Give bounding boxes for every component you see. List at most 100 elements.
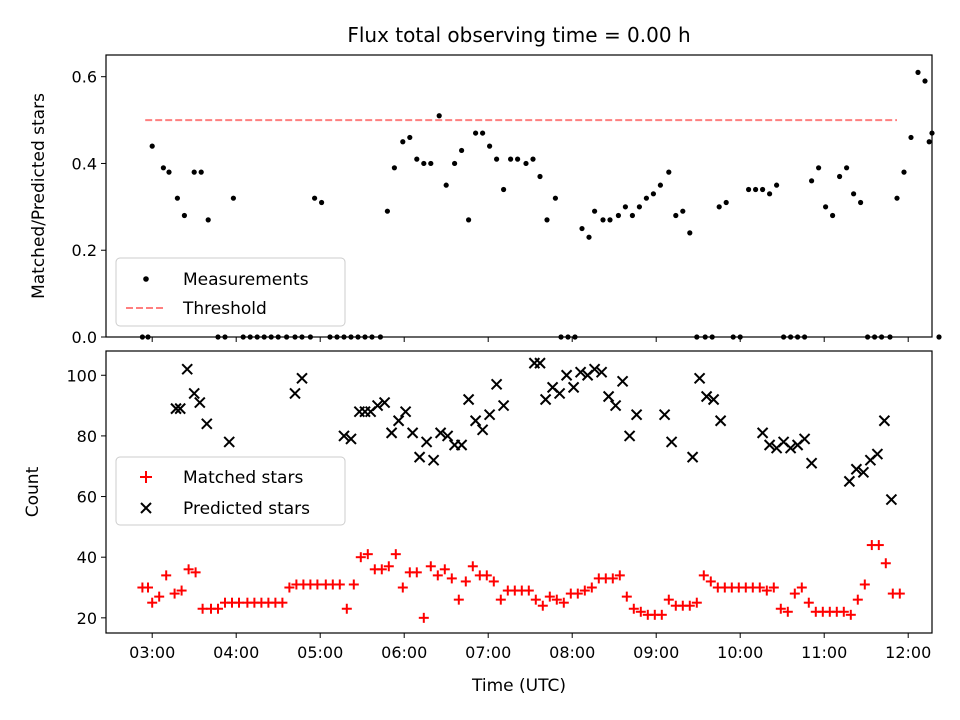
predicted-stars-point <box>483 408 496 421</box>
measurement-point <box>473 130 479 136</box>
predicted-stars-point <box>623 430 636 442</box>
x-tick-label: 08:00 <box>549 643 595 662</box>
matched-stars-point <box>460 576 471 587</box>
measurement-point <box>687 230 693 236</box>
ratio-axes-frame <box>105 54 933 338</box>
predicted-stars-point <box>707 393 720 406</box>
matched-stars-point <box>284 582 295 593</box>
matched-stars-point <box>768 582 779 593</box>
legend-predicted-label: Predicted stars <box>183 499 310 519</box>
predicted-stars-point <box>371 399 384 412</box>
predicted-stars-point <box>850 463 863 475</box>
measurement-point <box>421 160 427 167</box>
predicted-stars-point-b <box>483 408 496 421</box>
predicted-stars-point-b <box>850 463 863 475</box>
measurement-point <box>760 186 766 193</box>
measurement-point <box>544 217 550 223</box>
measurement-point <box>230 195 236 201</box>
matched-stars-point <box>705 576 716 587</box>
predicted-stars-point <box>616 375 629 388</box>
matched-stars-point <box>614 570 625 581</box>
counts-y-tick-label: 60 <box>77 488 97 507</box>
matched-stars-point <box>544 591 555 602</box>
matched-stars-point <box>691 597 702 608</box>
predicted-stars-point-b <box>878 415 891 427</box>
measurement-point <box>523 160 529 167</box>
predicted-stars-point <box>784 442 797 454</box>
matched-stars-point <box>572 588 583 599</box>
ratio-legend: Measurements Threshold <box>115 257 346 327</box>
measurement-point <box>537 173 543 180</box>
matched-stars-point <box>537 600 548 611</box>
x-tick-label: 11:00 <box>801 643 847 662</box>
matched-stars-point <box>467 561 478 572</box>
predicted-stars-point <box>871 448 884 460</box>
predicted-stars-point-b <box>497 399 510 412</box>
predicted-stars-point-b <box>378 396 391 409</box>
measurement-point <box>428 160 434 167</box>
predicted-stars-point <box>490 378 503 391</box>
matched-stars-point <box>411 567 422 578</box>
counts-y-tick-label: 40 <box>77 548 97 567</box>
matched-stars-point <box>684 600 695 611</box>
predicted-stars-point-b <box>574 366 587 378</box>
x-axis-label: Time (UTC) <box>471 676 566 696</box>
predicted-stars-point-b <box>469 415 482 427</box>
counts-y-tick-label: 100 <box>66 366 97 385</box>
predicted-stars-point <box>560 369 573 381</box>
x-tick-label: 05:00 <box>297 643 343 662</box>
predicted-stars-point <box>756 427 769 439</box>
measurement-point <box>837 173 843 180</box>
x-tick-label: 07:00 <box>465 643 511 662</box>
matched-stars-point <box>176 585 187 596</box>
predicted-stars-point-b <box>798 433 811 445</box>
predicted-stars-point-b <box>843 475 856 488</box>
matched-stars-point <box>312 579 323 590</box>
ratio-y-tick-label: 0.2 <box>72 241 97 260</box>
matched-stars-point <box>796 582 807 593</box>
predicted-stars-point-b <box>595 366 608 378</box>
predicted-stars-point <box>194 396 206 409</box>
measurement-point <box>501 186 507 193</box>
measurement-point <box>191 169 197 175</box>
measurement-point <box>494 156 500 162</box>
predicted-stars-point-b <box>871 448 884 460</box>
predicted-stars-point <box>201 418 213 430</box>
predicted-stars-point <box>567 381 580 394</box>
predicted-stars-point <box>174 402 186 415</box>
measurement-point <box>198 169 204 175</box>
legend-measurements-marker <box>143 276 149 282</box>
predicted-stars-point-b <box>693 372 706 384</box>
predicted-stars-point-b <box>658 408 671 421</box>
measurement-point <box>166 169 172 175</box>
predicted-stars-point <box>289 387 301 400</box>
predicted-stars-point-b <box>763 439 776 451</box>
predicted-stars-point <box>686 451 699 463</box>
measurement-point <box>586 234 592 240</box>
predicted-stars-point <box>378 396 391 409</box>
legend-predicted-marker <box>140 502 152 514</box>
measurement-point <box>174 195 180 201</box>
matched-stars-point <box>530 594 541 605</box>
ratio-y-tick-label: 0.4 <box>72 154 97 173</box>
predicted-stars-point-b <box>170 402 182 415</box>
predicted-stars-point <box>609 399 622 412</box>
measurement-point <box>636 204 643 210</box>
predicted-stars-point-b <box>476 424 489 436</box>
predicted-stars-point-b <box>756 427 769 439</box>
predicted-stars-point-b <box>385 427 398 439</box>
measurement-point <box>487 143 493 149</box>
measurement-point <box>774 182 780 188</box>
ratio-y-axis-label: Matched/Predicted stars <box>29 93 49 299</box>
matched-stars-point <box>754 582 765 593</box>
predicted-stars-point-b <box>338 430 350 442</box>
measurement-point <box>858 199 864 206</box>
matched-stars-point <box>852 594 863 605</box>
matched-stars-point <box>197 603 208 614</box>
matched-stars-point <box>183 564 194 575</box>
matched-stars-point <box>894 588 905 599</box>
predicted-stars-point <box>693 372 706 384</box>
predicted-stars-point <box>476 424 489 436</box>
measurement-point <box>515 156 521 162</box>
counts-panel: 20 40 60 80 100 03:00 04:00 05:00 06:00 07:00 08:… <box>23 350 933 696</box>
